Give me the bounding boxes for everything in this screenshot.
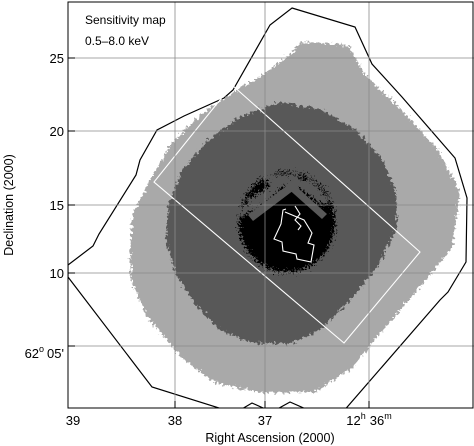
map-band: 0.5–8.0 keV bbox=[85, 34, 149, 48]
outer-boundary bbox=[68, 7, 468, 408]
x-tick-label: 39 bbox=[66, 413, 80, 428]
coordinate-grid bbox=[68, 2, 474, 408]
white-detector-footprint bbox=[273, 208, 315, 263]
y-axis-label: Declination (2000) bbox=[2, 154, 16, 255]
y-tick-label: 25 bbox=[50, 51, 64, 66]
tick-marks bbox=[68, 57, 370, 408]
x-tick-label: 38 bbox=[168, 413, 182, 428]
x-tick-label-hours: 12h 36m bbox=[346, 411, 391, 428]
y-tick-label: 20 bbox=[50, 124, 64, 139]
y-tick-label: 10 bbox=[50, 266, 64, 281]
x-tick-label: 37 bbox=[258, 413, 272, 428]
chip-gap-right bbox=[285, 181, 327, 219]
white-rectangle-footprint bbox=[153, 84, 421, 344]
map-title: Sensitivity map bbox=[85, 13, 166, 27]
white-detector-marker bbox=[294, 205, 302, 231]
x-axis-label: Right Ascension (2000) bbox=[205, 431, 334, 445]
core-region bbox=[236, 172, 335, 272]
y-tick-label-degrees: 62o 05' bbox=[25, 344, 64, 361]
y-tick-label: 15 bbox=[50, 198, 64, 213]
